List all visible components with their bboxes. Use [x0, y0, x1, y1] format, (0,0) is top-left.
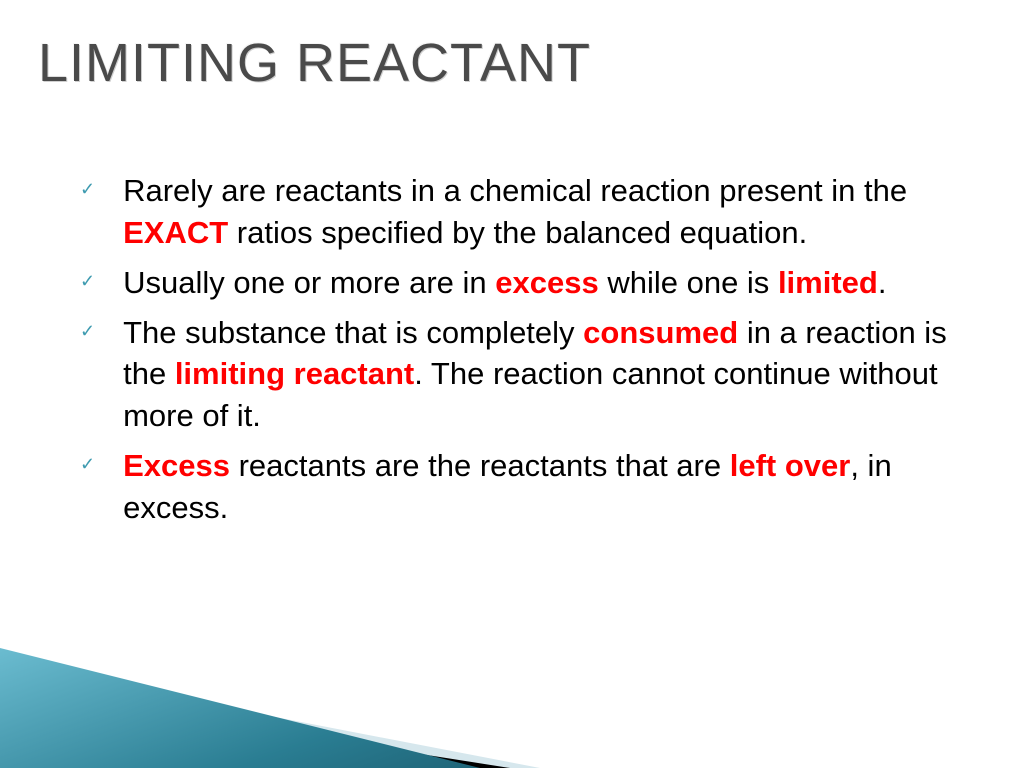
bullet-list: ✓ Rarely are reactants in a chemical reac…: [80, 170, 960, 537]
triangle-black: [0, 688, 510, 768]
text-segment: .: [878, 265, 887, 300]
bullet-text: Usually one or more are in excess while …: [123, 262, 886, 304]
checkmark-icon: ✓: [80, 454, 95, 475]
checkmark-icon: ✓: [80, 271, 95, 292]
highlight-segment: excess: [495, 265, 598, 300]
triangle-light: [0, 664, 540, 768]
highlight-segment: consumed: [583, 315, 738, 350]
bullet-text: The substance that is completely consume…: [123, 312, 960, 438]
bullet-text: Rarely are reactants in a chemical react…: [123, 170, 960, 254]
slide-title: LIMITING REACTANT: [38, 32, 591, 94]
triangle-teal: [0, 648, 480, 768]
bullet-item: ✓ Usually one or more are in excess while…: [80, 262, 960, 304]
text-segment: reactants are the reactants that are: [230, 448, 730, 483]
bullet-item: ✓ The substance that is completely consum…: [80, 312, 960, 438]
text-segment: while one is: [599, 265, 778, 300]
bullet-text: Excess reactants are the reactants that …: [123, 445, 960, 529]
text-segment: Usually one or more are in: [123, 265, 495, 300]
bullet-item: ✓ Rarely are reactants in a chemical reac…: [80, 170, 960, 254]
highlight-segment: EXACT: [123, 215, 228, 250]
checkmark-icon: ✓: [80, 179, 95, 200]
bullet-item: ✓ Excess reactants are the reactants that…: [80, 445, 960, 529]
text-segment: The substance that is completely: [123, 315, 583, 350]
text-segment: Rarely are reactants in a chemical react…: [123, 173, 907, 208]
highlight-segment: limiting reactant: [175, 356, 414, 391]
highlight-segment: limited: [778, 265, 878, 300]
decorative-triangles: [0, 638, 1024, 768]
highlight-segment: Excess: [123, 448, 230, 483]
highlight-segment: left over: [730, 448, 851, 483]
text-segment: ratios specified by the balanced equatio…: [228, 215, 807, 250]
checkmark-icon: ✓: [80, 321, 95, 342]
